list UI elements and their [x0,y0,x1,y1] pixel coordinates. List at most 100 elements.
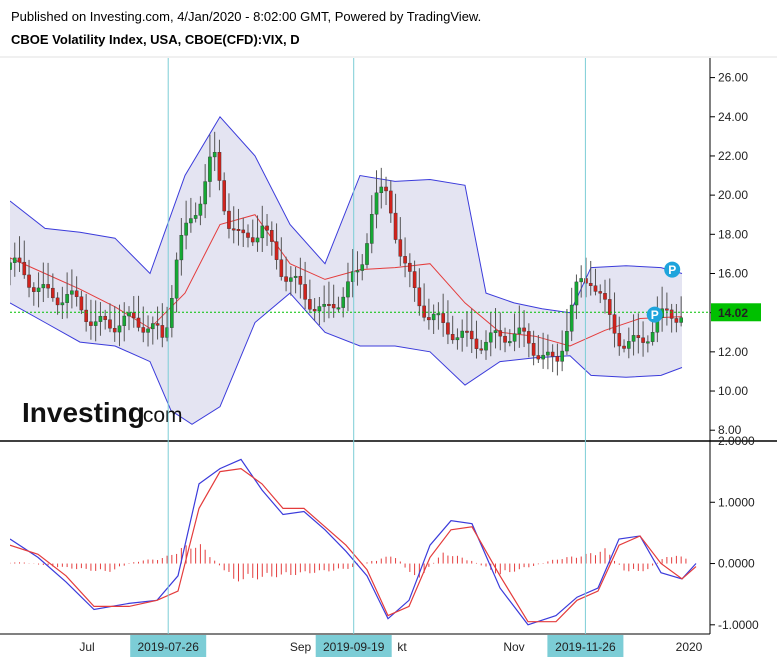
candle-body [203,181,207,205]
candle-body [560,350,564,362]
candle-body [41,284,46,289]
price-tick-label: 16.00 [718,266,748,280]
candle-body [36,287,41,292]
logo-suffix: .com [137,404,183,427]
candle-body [598,291,603,294]
crosshair-date-tag [130,635,207,657]
time-axis: Jul Sep kt Nov 2020 2019-07-26 2019-09-19 2019-… [79,635,703,657]
candle-body [550,351,555,357]
candle-body [208,156,212,182]
lower-band-line [10,292,683,425]
candle-body [369,214,374,244]
candle-body [322,303,326,307]
candle-body [669,309,674,319]
candle-body [317,306,322,312]
candle-body [103,315,107,320]
candle-body [374,192,379,215]
macd-line [10,458,697,626]
candle-body [170,298,174,328]
macd-tick-label: 1.0000 [718,495,755,509]
macd-series [10,458,697,626]
instrument-title: CBOE Volatility Index, USA, CBOE(CFD):VI… [11,32,300,47]
candle-body [308,299,312,310]
candle-body [22,261,27,276]
candle-body [12,257,17,263]
candle-body [365,243,369,265]
candle-body [51,287,55,299]
candle-body [32,287,36,292]
candle-body [488,332,493,343]
candle-body [588,282,593,286]
candle-body [679,317,683,323]
candle-body [622,345,626,349]
candle-body [60,302,65,306]
p-badge[interactable]: P [664,261,681,278]
time-tick-label: 2020 [676,640,703,654]
candle-body [27,274,31,288]
crosshair-lines [167,58,586,634]
candle-body [503,335,507,343]
candle-body [46,284,50,289]
candle-body [603,293,607,300]
candle-body [279,259,284,277]
candle-body [579,278,583,283]
candle-body [260,225,265,239]
candle-body [222,180,227,212]
candle-body [455,337,460,341]
candle-body [284,276,288,282]
price-tick-label: 26.00 [718,71,748,85]
crosshair-date-label: 2019-07-26 [138,640,200,654]
candle-body [541,354,545,360]
candle-body [112,328,117,333]
candle-body [465,330,469,333]
candle-body [546,351,550,356]
candle-body [150,323,155,330]
candle-body [536,355,541,360]
price-tick-label: 8.00 [718,423,742,437]
candle-body [460,330,465,338]
macd-tick-label: 0.0000 [718,557,755,571]
macd-tick-label: 2.0000 [718,434,755,448]
candle-body [612,314,617,334]
candle-body [565,331,569,352]
candle-body [84,309,88,322]
candle-body [469,330,474,340]
p-badges[interactable]: PP [646,261,681,323]
candle-body [250,237,255,243]
candle-body [522,327,526,332]
candle-body [531,343,536,356]
publish-info: Published on Investing.com, 4/Jan/2020 -… [11,9,482,24]
price-tick-label: 12.00 [718,345,748,359]
candle-body [412,271,417,288]
candle-body [179,235,184,261]
price-axis: 26.0024.0022.0020.0018.0016.0014.0012.00… [710,71,761,632]
last-price-tag [711,303,761,322]
candle-body [98,315,103,322]
crosshair-date-tag [315,635,392,657]
price-tick-label: 24.00 [718,110,748,124]
candle-body [227,210,231,229]
candle-body [155,323,160,326]
candle-body [398,239,403,257]
p-badge-circle [646,306,663,323]
candle-body [450,334,455,341]
candle-body [517,327,522,334]
time-tick-label: Sep [290,640,312,654]
candle-body [631,335,636,342]
p-badge[interactable]: P [646,306,663,323]
candle-body [74,290,79,297]
crosshair-date-tag [547,635,624,657]
logo-brand: Investing [22,397,145,428]
candle-body [17,257,22,263]
chart-frames [0,56,777,635]
candle-body [393,212,398,240]
candle-body [584,278,588,284]
candle-body [65,294,69,303]
middle-band-line [10,214,683,347]
candle-body [298,275,303,285]
candle-body [184,222,188,236]
candle-body [255,237,260,243]
candle-body [569,304,574,332]
price-tick-label: 22.00 [718,149,748,163]
